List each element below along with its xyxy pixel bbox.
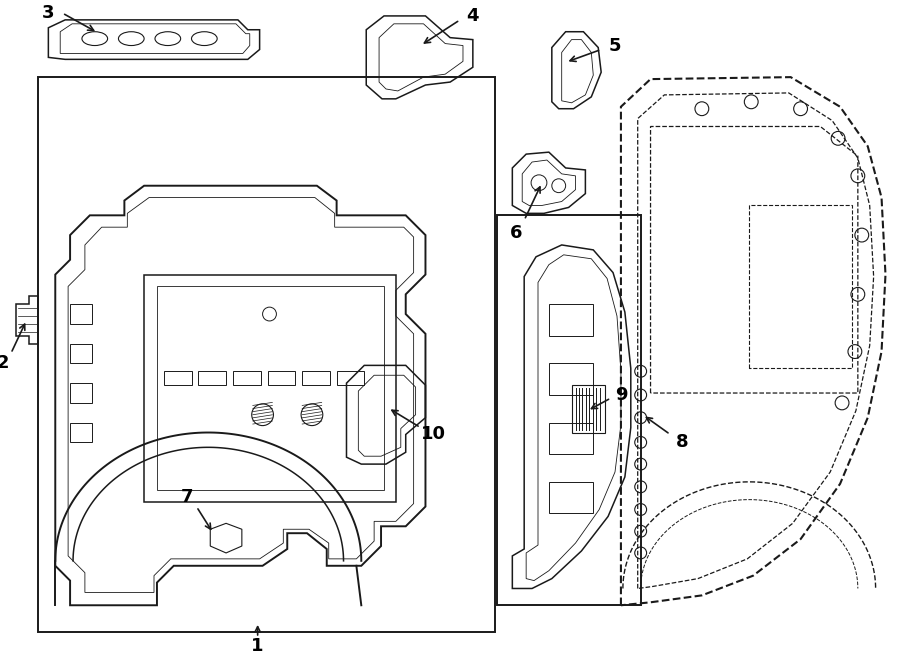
Text: 9: 9: [615, 386, 627, 404]
Text: 4: 4: [466, 7, 479, 25]
Text: 1: 1: [251, 637, 264, 655]
Text: 7: 7: [180, 488, 193, 506]
Text: 2: 2: [0, 354, 9, 373]
Text: 3: 3: [42, 4, 55, 22]
Text: 6: 6: [510, 224, 523, 242]
Text: 8: 8: [676, 434, 688, 451]
Text: 10: 10: [421, 426, 446, 444]
Text: 5: 5: [608, 36, 621, 54]
